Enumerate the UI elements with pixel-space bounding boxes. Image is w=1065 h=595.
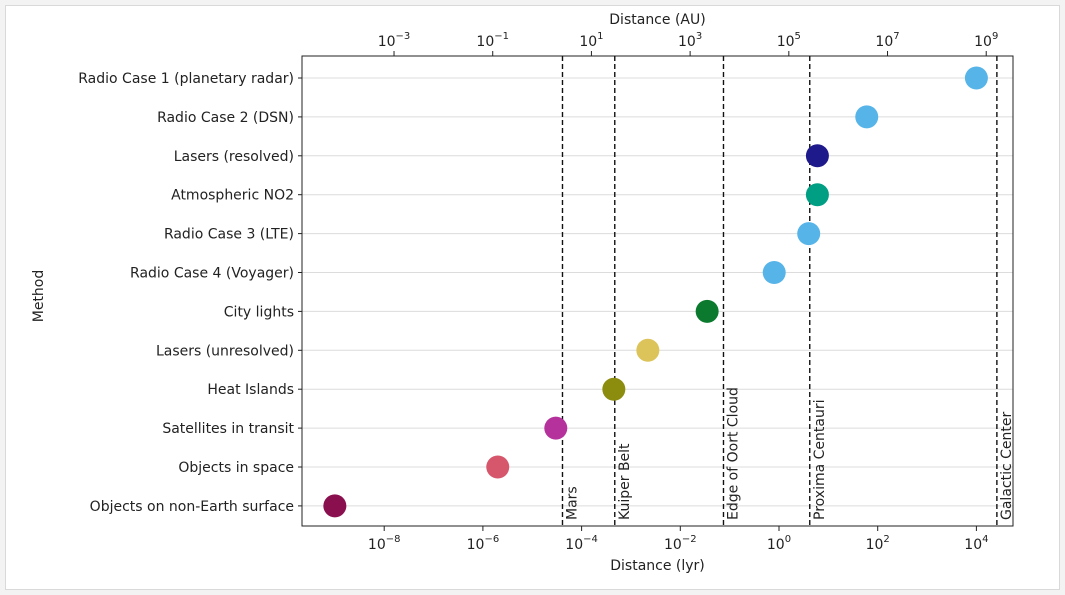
x-tick-label-top-4-exponent: 5 xyxy=(795,31,801,42)
y-tick-label-6: City lights xyxy=(224,304,294,320)
data-point-2 xyxy=(805,144,829,168)
x-tick-label-top-2-base: 10 xyxy=(579,34,597,50)
data-point-9 xyxy=(544,416,568,440)
x-tick-label-top-6-base: 10 xyxy=(974,34,992,50)
y-tick-label-4: Radio Case 3 (LTE) xyxy=(164,227,294,243)
x-tick-label-bottom-3-exponent: −2 xyxy=(682,534,697,545)
x-tick-label-bottom-5-exponent: 2 xyxy=(883,534,889,545)
y-tick-label-7: Lasers (unresolved) xyxy=(156,343,294,359)
x-tick-label-bottom-0: 10−8 xyxy=(368,534,401,553)
y-tick-label-1: Radio Case 2 (DSN) xyxy=(157,110,294,126)
y-tick-label-10: Objects in space xyxy=(178,460,294,476)
data-point-3 xyxy=(805,183,829,207)
x-tick-label-top-4: 105 xyxy=(777,31,801,50)
x-tick-label-bottom-6: 104 xyxy=(964,534,988,553)
data-point-6 xyxy=(695,299,719,323)
x-tick-label-bottom-4: 100 xyxy=(767,534,791,553)
y-tick-label-11: Objects on non-Earth surface xyxy=(90,499,294,515)
y-tick-label-2: Lasers (resolved) xyxy=(174,149,294,165)
x-tick-label-top-1: 10−1 xyxy=(476,31,509,50)
x-tick-label-top-2-exponent: 1 xyxy=(597,31,603,42)
x-tick-label-bottom-1-exponent: −6 xyxy=(484,534,499,545)
data-point-5 xyxy=(762,261,786,284)
y-tick-label-3: Atmospheric NO2 xyxy=(171,188,294,204)
x-tick-label-top-3: 103 xyxy=(678,31,702,50)
data-point-7 xyxy=(636,338,660,362)
x-tick-label-bottom-2-exponent: −4 xyxy=(583,534,598,545)
x-tick-label-bottom-5-base: 10 xyxy=(866,537,884,553)
x-tick-label-top-4-base: 10 xyxy=(777,34,795,50)
data-point-1 xyxy=(855,105,879,129)
x-tick-label-bottom-6-exponent: 4 xyxy=(982,534,988,545)
x-tick-label-bottom-4-exponent: 0 xyxy=(785,534,791,545)
x-axis-label-bottom: Distance (lyr) xyxy=(610,558,705,574)
x-tick-label-bottom-0-base: 10 xyxy=(368,537,386,553)
x-tick-label-bottom-3: 10−2 xyxy=(664,534,697,553)
reference-label-1: Kuiper Belt xyxy=(617,443,633,520)
y-tick-label-5: Radio Case 4 (Voyager) xyxy=(130,266,294,282)
x-tick-label-top-1-base: 10 xyxy=(476,34,494,50)
chart-frame xyxy=(5,5,1060,590)
x-tick-label-top-5-base: 10 xyxy=(875,34,893,50)
x-tick-label-bottom-2: 10−4 xyxy=(565,534,598,553)
data-point-8 xyxy=(602,377,626,401)
x-tick-label-top-1-exponent: −1 xyxy=(494,31,509,42)
x-tick-label-top-5-exponent: 7 xyxy=(893,31,899,42)
reference-label-2: Edge of Oort Cloud xyxy=(725,387,741,520)
x-tick-label-top-0-base: 10 xyxy=(378,34,396,50)
y-tick-label-8: Heat Islands xyxy=(207,382,294,398)
x-tick-label-top-0: 10−3 xyxy=(378,31,411,50)
data-point-0 xyxy=(964,66,988,90)
x-tick-label-top-6-exponent: 9 xyxy=(992,31,998,42)
x-tick-label-top-0-exponent: −3 xyxy=(396,31,411,42)
reference-label-3: Proxima Centauri xyxy=(812,400,828,520)
y-tick-label-0: Radio Case 1 (planetary radar) xyxy=(78,71,294,87)
reference-label-0: Mars xyxy=(564,486,580,520)
reference-label-4: Galactic Center xyxy=(999,412,1015,520)
x-tick-label-bottom-0-exponent: −8 xyxy=(386,534,401,545)
plot-area-border xyxy=(301,55,1014,527)
x-tick-label-bottom-1: 10−6 xyxy=(467,534,500,553)
x-axis-label-top: Distance (AU) xyxy=(609,12,705,28)
x-tick-label-top-5: 107 xyxy=(875,31,899,50)
data-point-11 xyxy=(323,494,347,518)
x-tick-label-bottom-4-base: 10 xyxy=(767,537,785,553)
x-tick-label-top-6: 109 xyxy=(974,31,998,50)
x-tick-label-top-3-base: 10 xyxy=(678,34,696,50)
data-point-10 xyxy=(486,455,510,479)
data-point-4 xyxy=(797,222,821,246)
x-tick-label-bottom-3-base: 10 xyxy=(664,537,682,553)
x-tick-label-top-2: 101 xyxy=(579,31,603,50)
x-tick-label-bottom-1-base: 10 xyxy=(467,537,485,553)
x-tick-label-bottom-2-base: 10 xyxy=(565,537,583,553)
x-tick-label-bottom-6-base: 10 xyxy=(964,537,982,553)
x-tick-label-top-3-exponent: 3 xyxy=(696,31,702,42)
x-tick-label-bottom-5: 102 xyxy=(866,534,890,553)
y-tick-label-9: Satellites in transit xyxy=(162,421,294,437)
y-axis-label: Method xyxy=(31,270,47,323)
